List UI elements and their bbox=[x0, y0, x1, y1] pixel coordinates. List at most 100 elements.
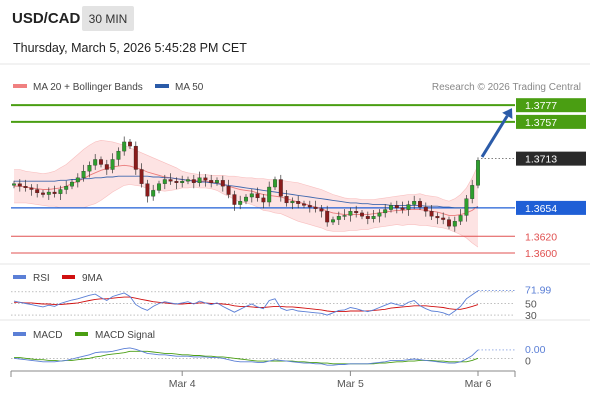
price-level-labels: 1.3777 1.3757 1.3713 1.3654 1.3620 1.3600 bbox=[516, 98, 586, 260]
macd-current-value: 0.00 bbox=[525, 344, 546, 356]
price-legend: MA 20 + Bollinger Bands MA 50 bbox=[13, 82, 204, 93]
candle-body bbox=[104, 164, 109, 170]
candle-body bbox=[81, 171, 86, 178]
candle-body bbox=[331, 219, 335, 223]
bollinger-bands bbox=[14, 139, 479, 248]
candle-body bbox=[145, 183, 150, 197]
candle-body bbox=[423, 206, 428, 212]
candle-body bbox=[215, 180, 219, 183]
candle-body bbox=[244, 196, 248, 202]
candle-body bbox=[261, 197, 266, 203]
candle-body bbox=[186, 179, 190, 182]
candle-body bbox=[238, 201, 243, 205]
candle-body bbox=[220, 180, 225, 187]
candle-body bbox=[365, 216, 370, 219]
legend-label-bollinger: MA 20 + Bollinger Bands bbox=[33, 82, 143, 93]
candle-body bbox=[151, 190, 156, 197]
candle-body bbox=[389, 205, 393, 210]
level-label-resistance: 1.3777 bbox=[525, 100, 557, 112]
candle-body bbox=[418, 201, 422, 208]
legend-swatch-ma50 bbox=[155, 84, 169, 88]
candle-body bbox=[406, 204, 411, 210]
moving-averages bbox=[14, 164, 479, 216]
level-label-resistance: 1.3757 bbox=[525, 117, 557, 129]
rsi-ma-line bbox=[14, 296, 479, 313]
candle-body bbox=[116, 150, 121, 160]
candle-body bbox=[429, 211, 434, 217]
legend-swatch-rsi-ma bbox=[62, 275, 75, 279]
rsi-reference-label: 50 bbox=[525, 298, 537, 310]
candle-body bbox=[93, 159, 98, 166]
rsi-current-value: 71.99 bbox=[525, 285, 551, 297]
legend-label-macd-signal: MACD Signal bbox=[95, 330, 155, 341]
candle-body bbox=[325, 211, 330, 223]
candle-body bbox=[139, 169, 144, 184]
legend-label-ma50: MA 50 bbox=[175, 82, 204, 93]
x-axis-tick-label: Mar 5 bbox=[337, 378, 364, 390]
level-label-pivot: 1.3654 bbox=[525, 203, 557, 215]
symbol-title: USD/CAD bbox=[12, 10, 81, 27]
candle-body bbox=[458, 215, 463, 222]
candle-body bbox=[23, 186, 28, 189]
projection-arrow-head bbox=[502, 108, 513, 119]
level-label-box-resistance bbox=[516, 114, 586, 129]
candle-body bbox=[162, 179, 167, 184]
copyright-text: Research © 2026 Trading Central bbox=[432, 82, 581, 93]
candle-body bbox=[290, 201, 295, 204]
legend-label-rsi-ma: 9MA bbox=[82, 273, 103, 284]
rsi-line bbox=[13, 290, 479, 316]
rsi-legend: RSI 9MA bbox=[13, 273, 103, 284]
level-label-box-pivot bbox=[516, 200, 586, 215]
candle-body bbox=[307, 205, 312, 208]
candle-body bbox=[197, 177, 202, 183]
candle-body bbox=[400, 207, 405, 210]
candle-body bbox=[209, 180, 214, 183]
candle-body bbox=[128, 141, 132, 147]
legend-swatch-macd-signal bbox=[75, 332, 88, 336]
candle-body bbox=[157, 183, 161, 191]
candle-body bbox=[99, 159, 103, 165]
candle-body bbox=[122, 141, 127, 152]
candle-body bbox=[29, 187, 34, 190]
candle-body bbox=[464, 198, 469, 216]
ma20-line bbox=[14, 164, 479, 216]
rsi-reference-label: 30 bbox=[525, 310, 537, 322]
candle-body bbox=[75, 177, 80, 183]
candle-body bbox=[284, 196, 289, 204]
bollinger-upper-line bbox=[14, 139, 479, 202]
candle-body bbox=[249, 193, 254, 198]
timeframe-badge[interactable]: 30 MIN bbox=[82, 6, 134, 31]
level-label-support: 1.3620 bbox=[525, 231, 557, 243]
candle-body bbox=[296, 201, 301, 204]
candle-body bbox=[476, 160, 480, 186]
candle-body bbox=[232, 194, 237, 205]
candle-body bbox=[191, 179, 196, 183]
candle-body bbox=[342, 215, 347, 217]
candle-body bbox=[58, 189, 63, 194]
candle-body bbox=[278, 179, 283, 197]
candle-body bbox=[174, 181, 179, 183]
candle-body bbox=[371, 216, 376, 219]
candle-body bbox=[447, 219, 451, 227]
price-levels bbox=[11, 104, 515, 254]
candle-body bbox=[412, 201, 417, 205]
candle-body bbox=[17, 183, 22, 187]
candle-body bbox=[470, 185, 475, 199]
legend-swatch-rsi bbox=[13, 275, 26, 279]
macd-signal-line bbox=[14, 350, 479, 365]
candle-body bbox=[133, 145, 138, 170]
level-label-box-current bbox=[516, 151, 586, 166]
x-axis-tick-label: Mar 4 bbox=[169, 378, 196, 390]
candle-body bbox=[35, 189, 40, 194]
x-axis: Mar 4 Mar 5 Mar 6 bbox=[10, 370, 516, 390]
candle-body bbox=[267, 186, 272, 203]
candle-body bbox=[394, 205, 399, 209]
candle-body bbox=[348, 211, 353, 216]
legend-swatch-bollinger bbox=[13, 84, 27, 88]
ma50-line bbox=[14, 175, 479, 209]
level-label-current: 1.3713 bbox=[525, 154, 557, 166]
candle-body bbox=[273, 179, 277, 188]
macd-legend: MACD MACD Signal bbox=[13, 330, 155, 341]
